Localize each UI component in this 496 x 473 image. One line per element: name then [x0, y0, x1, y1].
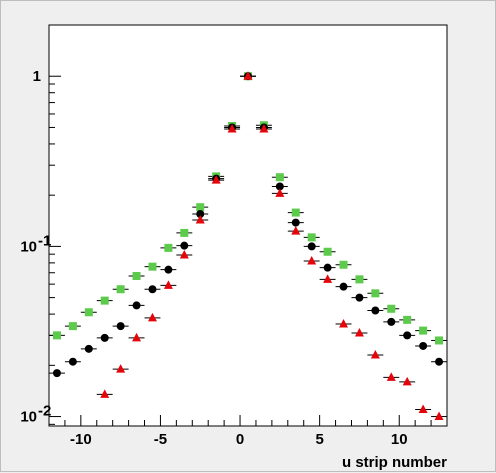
- data-point-circle: [68, 357, 77, 366]
- data-point-triangle: [195, 214, 205, 224]
- data-point-triangle: [227, 123, 237, 133]
- data-point-triangle: [243, 71, 253, 80]
- data-point-triangle: [354, 327, 364, 337]
- data-point-square: [132, 271, 141, 280]
- data-point-triangle: [259, 123, 269, 133]
- data-point-square: [403, 315, 412, 324]
- series-circle: [49, 72, 447, 378]
- data-point-square: [100, 296, 109, 305]
- data-point-square: [339, 260, 348, 269]
- data-point-square: [84, 308, 93, 317]
- data-point-triangle: [291, 226, 301, 235]
- data-point-triangle: [307, 256, 317, 265]
- data-point-square: [307, 233, 316, 242]
- data-point-circle: [116, 322, 125, 331]
- data-point-circle: [291, 218, 300, 227]
- data-point-triangle: [370, 349, 380, 359]
- data-point-square: [371, 289, 380, 298]
- y-tick-label: 1: [33, 68, 41, 85]
- data-point-square: [148, 262, 157, 271]
- data-point-triangle: [434, 411, 444, 421]
- data-point-circle: [339, 282, 348, 291]
- data-point-circle: [132, 301, 141, 310]
- data-point-circle: [180, 241, 189, 250]
- data-point-triangle: [116, 364, 126, 373]
- data-point-circle: [196, 210, 205, 219]
- data-point-triangle: [100, 389, 110, 398]
- x-tick-label: 0: [236, 431, 244, 448]
- data-point-triangle: [418, 404, 428, 414]
- data-point-square: [323, 247, 332, 256]
- data-point-circle: [52, 369, 61, 378]
- data-point-square: [164, 243, 173, 252]
- data-point-circle: [371, 306, 380, 315]
- data-point-circle: [275, 182, 284, 191]
- y-tick-exponent: -2: [38, 403, 51, 420]
- data-point-triangle: [339, 318, 349, 328]
- data-point-circle: [100, 333, 109, 342]
- data-point-circle: [355, 293, 364, 302]
- data-point-square: [52, 331, 61, 340]
- y-tick-exponent: -1: [38, 232, 51, 249]
- plot-area: [48, 24, 448, 427]
- data-point-triangle: [147, 312, 157, 322]
- data-point-triangle: [211, 175, 221, 184]
- data-point-square: [180, 228, 189, 237]
- data-point-triangle: [163, 280, 173, 289]
- data-point-circle: [164, 265, 173, 274]
- x-axis: -10 -5 0 5 10: [48, 415, 448, 448]
- x-axis-title: u strip number: [342, 454, 447, 471]
- data-point-triangle: [386, 372, 396, 381]
- data-point-square: [355, 275, 364, 284]
- data-point-square: [291, 208, 300, 217]
- x-tick-label: 10: [391, 431, 408, 448]
- data-point-circle: [307, 242, 316, 251]
- data-point-square: [275, 173, 284, 182]
- data-point-circle: [84, 344, 93, 353]
- data-point-triangle: [402, 376, 412, 386]
- data-point-square: [435, 336, 444, 345]
- x-tick-label: -5: [154, 431, 167, 448]
- data-point-square: [419, 326, 428, 335]
- data-series-layer: [49, 71, 447, 421]
- y-axis: 10 -210 -11: [20, 24, 61, 426]
- x-tick-label: 5: [315, 431, 323, 448]
- data-point-circle: [435, 357, 444, 366]
- data-point-square: [68, 322, 77, 331]
- data-point-square: [116, 285, 125, 294]
- y-tick-label: 10: [20, 409, 37, 426]
- series-triangle: [96, 71, 447, 421]
- data-point-circle: [419, 341, 428, 350]
- data-point-circle: [323, 263, 332, 272]
- data-point-triangle: [323, 274, 333, 283]
- data-point-square: [196, 203, 205, 212]
- data-point-triangle: [275, 188, 285, 197]
- data-point-circle: [403, 331, 412, 340]
- data-point-triangle: [179, 250, 189, 259]
- data-point-circle: [387, 317, 396, 326]
- x-tick-label: -10: [70, 431, 92, 448]
- data-point-triangle: [132, 332, 142, 342]
- y-tick-label: 10: [20, 238, 37, 255]
- data-point-square: [387, 304, 396, 313]
- data-point-circle: [148, 285, 157, 294]
